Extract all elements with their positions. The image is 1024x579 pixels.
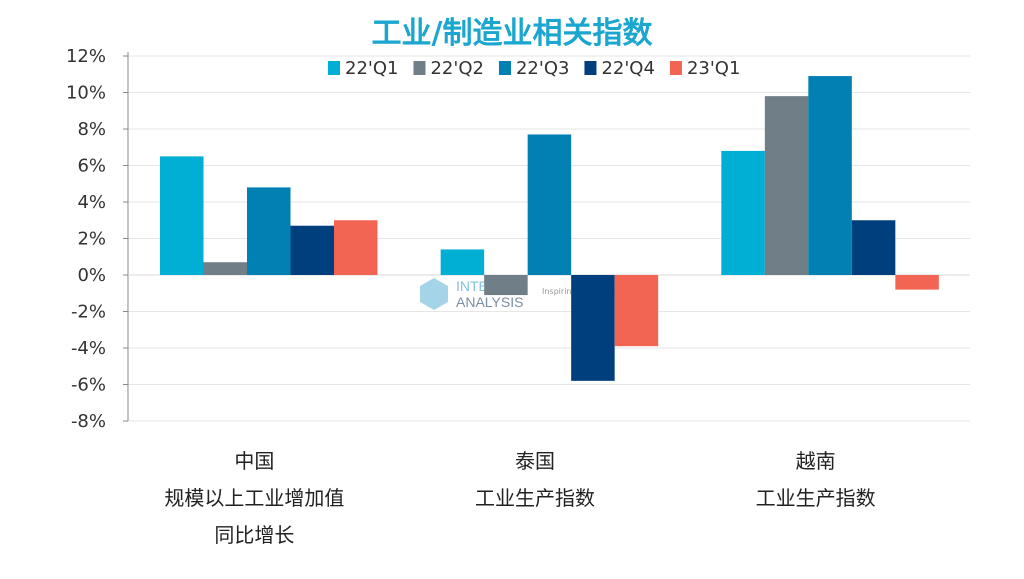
- bar-22Q3-0: [247, 187, 291, 275]
- legend-swatch: [498, 61, 511, 75]
- bar-22Q1-2: [721, 150, 765, 275]
- x-category-label: 越南: [796, 449, 836, 473]
- bar-23Q1-0: [334, 220, 378, 275]
- y-tick-label: -4%: [71, 338, 106, 359]
- bar-22Q2-0: [203, 262, 247, 275]
- bar-22Q1-1: [440, 249, 485, 275]
- x-category-label: 同比增长: [214, 523, 294, 547]
- bar-22Q4-1: [571, 275, 615, 381]
- y-tick-label: 6%: [77, 156, 106, 177]
- x-category-label: 泰国: [515, 449, 555, 473]
- legend-label: 22'Q4: [601, 58, 654, 79]
- bar-23Q1-1: [614, 275, 659, 347]
- y-tick-label: -6%: [71, 375, 106, 396]
- y-tick-label: 10%: [66, 83, 106, 104]
- legend-label: 23'Q1: [687, 58, 740, 79]
- bar-22Q4-2: [851, 220, 896, 275]
- legend-swatch: [328, 61, 340, 75]
- watermark-logo-icon: [420, 278, 448, 310]
- legend-label: 22'Q3: [516, 58, 569, 79]
- y-tick-label: -2%: [71, 302, 106, 323]
- y-tick-label: 12%: [66, 46, 106, 67]
- bar-22Q1-0: [160, 156, 204, 275]
- x-category-label: 中国: [234, 449, 274, 473]
- bar-22Q2-1: [484, 275, 528, 296]
- legend-label: 22'Q1: [345, 58, 398, 79]
- legend-swatch: [413, 61, 426, 75]
- legend-swatch: [669, 61, 682, 75]
- bar-22Q3-1: [527, 134, 572, 275]
- legend-label: 22'Q2: [430, 58, 483, 79]
- bar-23Q1-2: [895, 275, 939, 290]
- legend-swatch: [584, 61, 597, 75]
- x-category-label: 规模以上工业增加值: [164, 486, 344, 510]
- y-tick-label: 4%: [77, 192, 106, 213]
- bar-22Q4-0: [290, 225, 334, 275]
- y-tick-label: 0%: [77, 265, 106, 286]
- bar-22Q3-2: [808, 76, 852, 275]
- bar-22Q2-2: [764, 96, 809, 276]
- watermark-name-2: ANALYSIS: [456, 294, 523, 310]
- chart-title: 工业/制造业相关指数: [371, 16, 653, 51]
- y-tick-label: 8%: [77, 119, 106, 140]
- y-tick-label: -8%: [71, 411, 106, 432]
- x-category-label: 工业生产指数: [475, 486, 595, 510]
- x-category-label: 工业生产指数: [756, 486, 876, 510]
- y-tick-label: 2%: [77, 229, 106, 250]
